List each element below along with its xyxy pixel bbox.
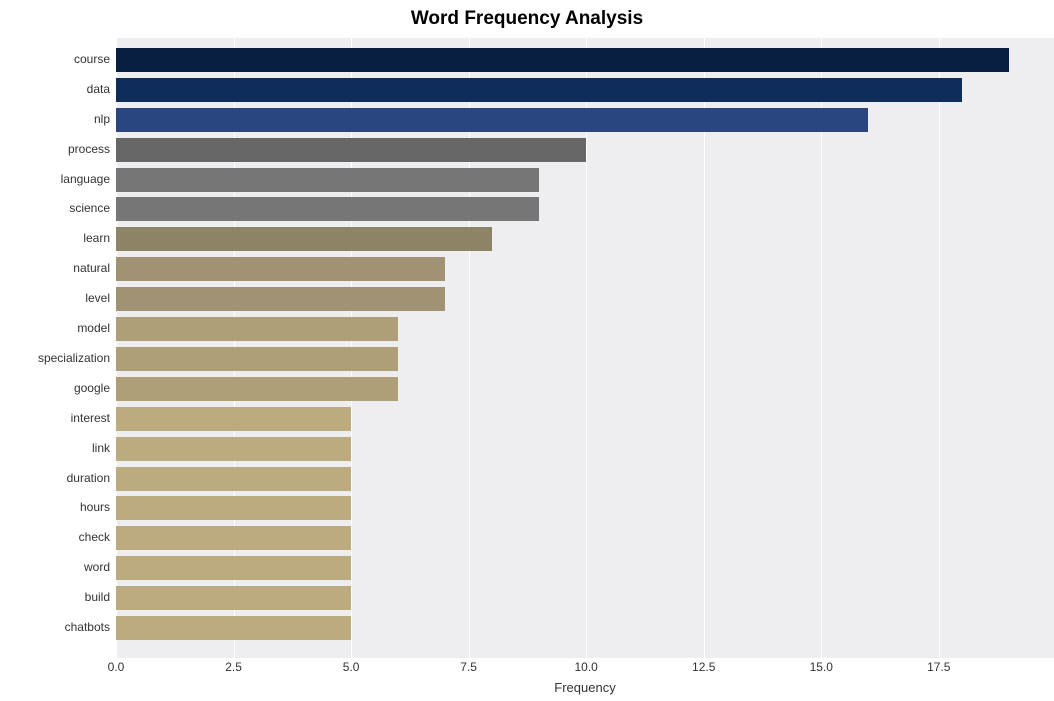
- y-tick-label: process: [68, 142, 110, 156]
- x-tick-label: 17.5: [927, 660, 950, 674]
- gridline: [939, 38, 940, 658]
- bar: [116, 257, 445, 281]
- x-tick-label: 5.0: [343, 660, 360, 674]
- y-tick-label: google: [74, 381, 110, 395]
- x-tick-label: 15.0: [810, 660, 833, 674]
- word-frequency-chart: Word Frequency Analysis Frequency course…: [0, 0, 1054, 701]
- y-tick-label: duration: [67, 471, 110, 485]
- y-tick-label: learn: [83, 231, 110, 245]
- bar: [116, 347, 398, 371]
- chart-title: Word Frequency Analysis: [0, 8, 1054, 30]
- y-tick-label: specialization: [38, 351, 110, 365]
- bar: [116, 287, 445, 311]
- y-tick-label: model: [77, 321, 110, 335]
- bar: [116, 616, 351, 640]
- bar: [116, 168, 539, 192]
- y-tick-label: natural: [73, 261, 110, 275]
- bar: [116, 377, 398, 401]
- bar: [116, 78, 962, 102]
- y-tick-label: link: [92, 441, 110, 455]
- bar: [116, 467, 351, 491]
- bar: [116, 197, 539, 221]
- y-tick-label: hours: [80, 500, 110, 514]
- x-tick-label: 2.5: [225, 660, 242, 674]
- x-axis-label: Frequency: [116, 680, 1054, 695]
- bar: [116, 48, 1009, 72]
- y-tick-label: course: [74, 52, 110, 66]
- bar: [116, 526, 351, 550]
- y-tick-label: build: [85, 590, 110, 604]
- y-tick-label: nlp: [94, 112, 110, 126]
- y-tick-label: science: [69, 201, 110, 215]
- y-tick-label: level: [85, 291, 110, 305]
- x-tick-label: 0.0: [108, 660, 125, 674]
- bar: [116, 317, 398, 341]
- bar: [116, 437, 351, 461]
- x-tick-label: 10.0: [574, 660, 597, 674]
- bar: [116, 138, 586, 162]
- bar: [116, 407, 351, 431]
- y-tick-label: data: [87, 82, 110, 96]
- y-tick-label: chatbots: [65, 620, 110, 634]
- y-tick-label: check: [79, 530, 110, 544]
- plot-area: [116, 38, 1054, 658]
- bar: [116, 586, 351, 610]
- bar: [116, 556, 351, 580]
- y-tick-label: language: [61, 172, 110, 186]
- y-tick-label: interest: [71, 411, 110, 425]
- bar: [116, 496, 351, 520]
- x-tick-label: 7.5: [460, 660, 477, 674]
- x-tick-label: 12.5: [692, 660, 715, 674]
- bar: [116, 227, 492, 251]
- bar: [116, 108, 868, 132]
- y-tick-label: word: [84, 560, 110, 574]
